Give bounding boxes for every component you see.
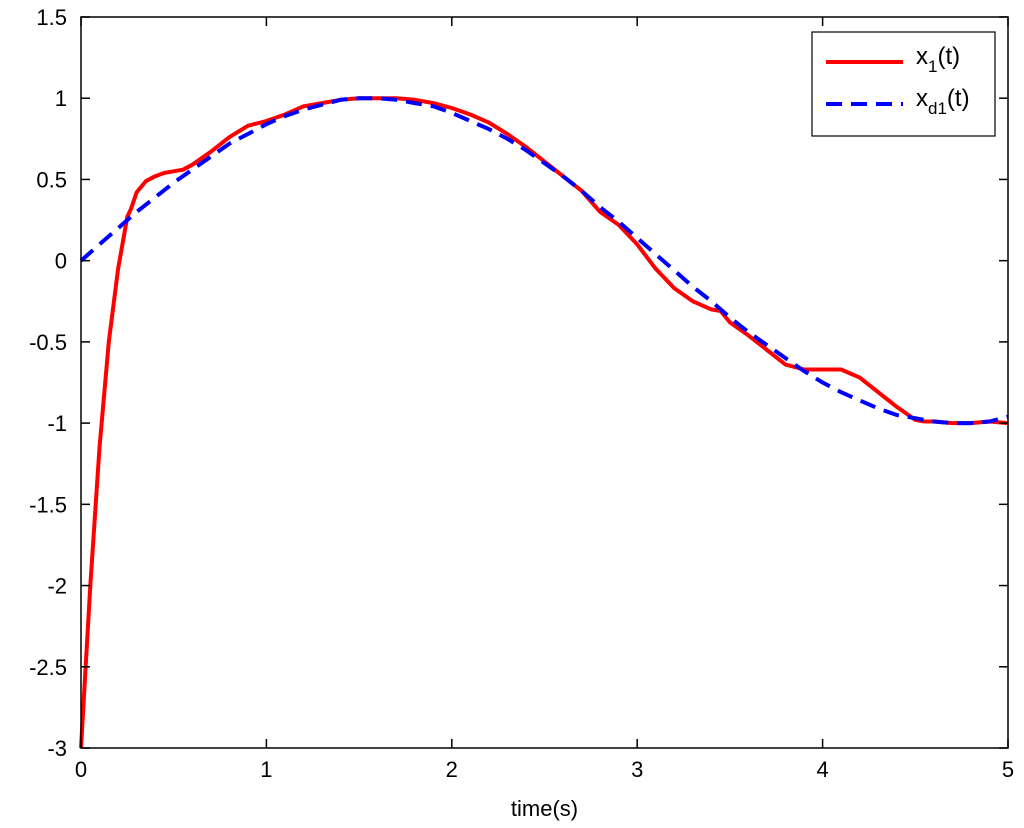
x-tick-label: 0 (75, 757, 87, 782)
tick-layer: 0 1 2 3 4 5 -3 -2.5 -2 -1.5 -1 -0.5 0 0.5 1 1.5 (29, 5, 1014, 782)
x-tick-label: 1 (260, 757, 272, 782)
y-tick-label: -1.5 (29, 492, 67, 517)
x-tick-label: 4 (816, 757, 828, 782)
y-tick-label: -1 (47, 411, 67, 436)
y-tick-label: -3 (47, 736, 67, 761)
legend-label-1: x1(t) (916, 43, 960, 76)
x-tick-label: 3 (631, 757, 643, 782)
legend-box (811, 31, 996, 137)
y-tick-label: -2.5 (29, 655, 67, 680)
plot-frame (80, 16, 1009, 749)
legend: x1(t) xd1(t) (811, 31, 996, 137)
x-tick-label: 2 (446, 757, 458, 782)
legend-label-2: xd1(t) (916, 85, 970, 118)
y-tick-label: -0.5 (29, 330, 67, 355)
series-line-1 (79, 96, 1009, 749)
x-axis-label: time(s) (511, 796, 578, 821)
y-tick-label: -2 (47, 574, 67, 599)
y-tick-label: 1.5 (36, 5, 67, 30)
y-tick-label: 1 (55, 86, 67, 111)
y-tick-label: 0.5 (36, 167, 67, 192)
x-tick-label: 5 (1002, 757, 1014, 782)
y-tick-label: 0 (55, 249, 67, 274)
series-layer (79, 96, 1009, 749)
series-line-2 (79, 96, 1009, 426)
